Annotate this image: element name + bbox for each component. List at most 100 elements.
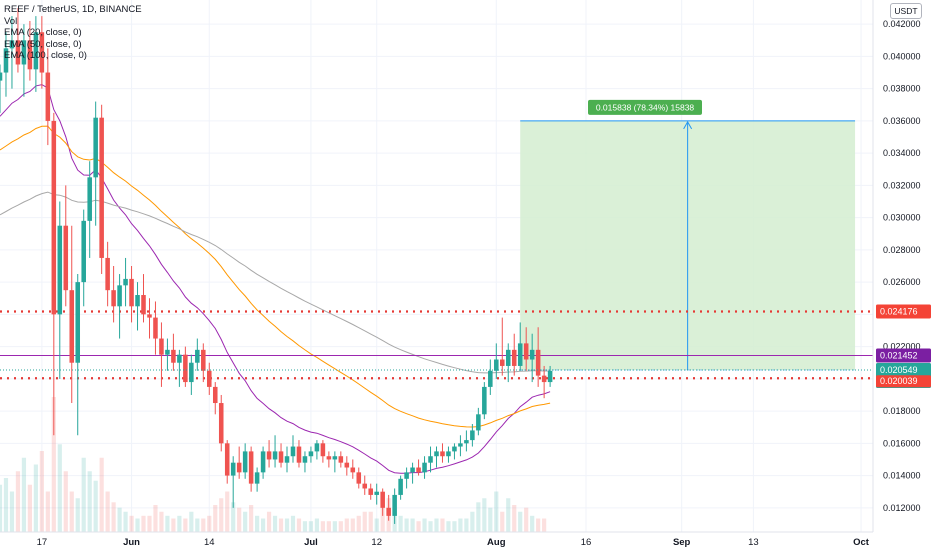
volume-bar <box>81 457 86 532</box>
candle-body <box>362 483 368 489</box>
candle-body <box>236 462 242 473</box>
chart-legend: REEF / TetherUS, 1D, BINANCE Vol EMA (20… <box>4 4 142 62</box>
legend-ema100: EMA (100, close, 0) <box>4 50 87 61</box>
volume-bar <box>0 484 3 532</box>
candle-body <box>212 386 218 404</box>
y-tick-label: 0.012000 <box>883 503 921 513</box>
volume-bar <box>404 518 409 532</box>
volume-bar <box>542 518 547 532</box>
y-tick-label: 0.040000 <box>883 51 921 61</box>
candle-body <box>547 370 553 383</box>
candle <box>183 346 188 387</box>
candle <box>207 362 212 395</box>
candle-body <box>511 349 517 366</box>
candle-body <box>374 491 379 495</box>
volume-bar <box>326 521 331 532</box>
volume-bar <box>99 457 104 532</box>
volume-bar <box>147 515 152 532</box>
volume-bar <box>15 471 21 532</box>
y-tick-label: 0.014000 <box>883 471 921 481</box>
candle <box>284 446 290 473</box>
candle <box>69 225 75 404</box>
candle-body <box>224 443 230 476</box>
candle-body <box>27 40 33 70</box>
candle <box>296 440 302 468</box>
volume-bar <box>153 505 158 532</box>
candle-body <box>464 440 469 444</box>
volume-bar <box>165 515 170 532</box>
candle-body <box>392 494 397 516</box>
candle-body <box>63 225 69 291</box>
candle-body <box>3 48 9 73</box>
volume-bar <box>296 518 302 532</box>
volume-bar <box>482 498 487 532</box>
candle <box>326 451 332 468</box>
candle <box>33 16 39 92</box>
candle <box>428 446 433 473</box>
candle <box>159 322 164 387</box>
candle <box>374 483 379 505</box>
candle <box>81 209 86 307</box>
candle-body <box>422 462 427 473</box>
legend-vol: Vol <box>4 15 18 27</box>
candle-body <box>446 451 451 457</box>
y-tick-label: 0.026000 <box>883 277 921 287</box>
price-axis <box>873 0 932 550</box>
candle <box>75 274 81 436</box>
volume-bar <box>416 521 421 532</box>
volume-bar <box>75 498 80 532</box>
candle <box>165 338 170 371</box>
candle-body <box>147 314 152 318</box>
volume-bar <box>410 518 415 532</box>
volume-bar <box>213 505 218 532</box>
volume-bar <box>225 491 230 532</box>
volume-bar <box>129 515 134 532</box>
x-tick-label: Oct <box>853 537 870 548</box>
candle-body <box>416 467 421 473</box>
candle <box>93 101 98 226</box>
x-tick-label: 17 <box>37 537 48 548</box>
candle <box>177 349 182 387</box>
candle-body <box>75 282 81 363</box>
candle <box>3 32 9 97</box>
candle-body <box>9 40 15 49</box>
candle <box>464 430 469 452</box>
volume-bar <box>338 521 343 532</box>
volume-bar <box>512 505 517 532</box>
candle-body <box>410 467 415 473</box>
candle-body <box>45 72 51 121</box>
candle <box>51 112 57 436</box>
candle <box>218 394 224 452</box>
candle <box>511 333 517 376</box>
candle <box>476 407 481 436</box>
candle-body <box>159 338 164 355</box>
volume-bar <box>440 518 445 532</box>
volume-bar <box>141 515 146 532</box>
candle <box>87 161 92 258</box>
level-badge-purple <box>876 348 931 363</box>
candle-body <box>356 472 362 484</box>
candle-body <box>105 257 110 291</box>
volume-bar <box>51 397 56 532</box>
volume-bar <box>524 507 529 532</box>
ema50-line <box>0 125 551 428</box>
candle <box>266 440 272 468</box>
volume-bar <box>266 511 272 532</box>
currency-button[interactable]: USDT <box>890 3 922 19</box>
candle-body <box>218 403 224 444</box>
candle <box>380 488 385 516</box>
candle-body <box>183 354 188 383</box>
candle <box>344 456 350 476</box>
candle-body <box>434 451 439 457</box>
candle-body <box>99 117 104 258</box>
y-tick-label: 0.034000 <box>883 148 921 158</box>
volume-bar <box>177 515 182 532</box>
volume-bar <box>33 464 38 532</box>
candle-body <box>93 117 98 178</box>
candle <box>111 266 116 323</box>
candle-body <box>230 462 236 476</box>
volume-bar <box>117 507 122 532</box>
candle <box>332 451 338 473</box>
time-axis <box>0 532 932 550</box>
